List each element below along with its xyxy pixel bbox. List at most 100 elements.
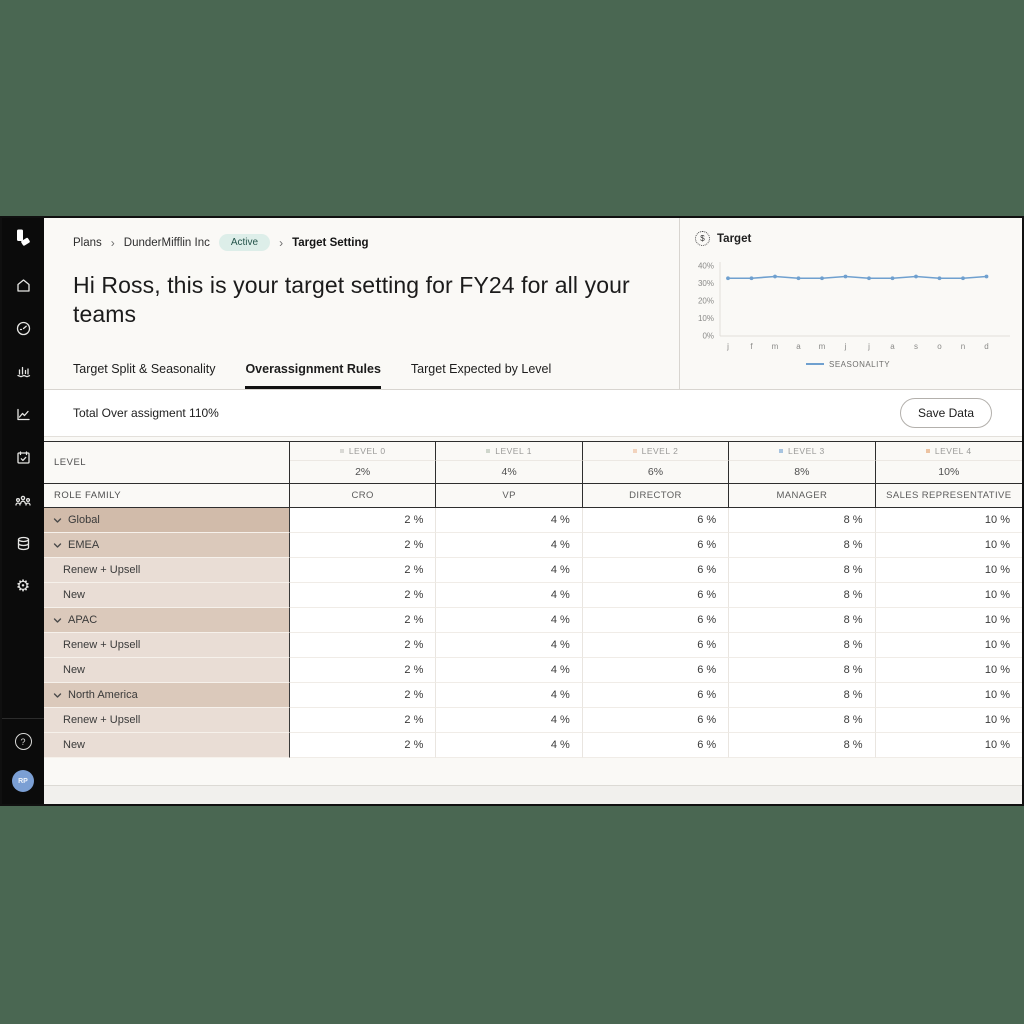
value-cell[interactable]: 6 %: [582, 558, 730, 583]
chevron-down-icon[interactable]: [53, 616, 62, 625]
value-cell[interactable]: 2 %: [290, 708, 437, 733]
value-cell[interactable]: 8 %: [729, 533, 876, 558]
level-header-cell: LEVEL: [44, 442, 290, 484]
value-cell[interactable]: 2 %: [290, 658, 437, 683]
value-cell[interactable]: 2 %: [290, 608, 437, 633]
row-label-cell[interactable]: Global: [44, 508, 290, 533]
database-icon[interactable]: [12, 532, 34, 554]
chevron-down-icon[interactable]: [53, 541, 62, 550]
level-percent-header: 2%: [290, 461, 437, 484]
row-label-cell[interactable]: New: [44, 733, 290, 758]
value-cell[interactable]: 2 %: [290, 633, 437, 658]
gauge-icon[interactable]: [12, 317, 34, 339]
team-icon[interactable]: [12, 489, 34, 511]
value-cell[interactable]: 10 %: [875, 708, 1022, 733]
value-cell[interactable]: 8 %: [729, 558, 876, 583]
value-cell[interactable]: 4 %: [436, 508, 583, 533]
value-cell[interactable]: 8 %: [729, 608, 876, 633]
page-title: Hi Ross, this is your target setting for…: [73, 272, 630, 328]
role-family-header-cell: ROLE FAMILY: [44, 484, 290, 508]
row-label-cell[interactable]: New: [44, 658, 290, 683]
row-label-cell[interactable]: EMEA: [44, 533, 290, 558]
line-chart-icon[interactable]: [12, 403, 34, 425]
value-cell[interactable]: 2 %: [290, 683, 437, 708]
value-cell[interactable]: 4 %: [436, 733, 583, 758]
value-cell[interactable]: 6 %: [582, 583, 730, 608]
value-cell[interactable]: 10 %: [875, 658, 1022, 683]
breadcrumb-plan-name[interactable]: DunderMifflin Inc: [123, 236, 210, 249]
value-cell[interactable]: 6 %: [582, 633, 730, 658]
breadcrumb-current: Target Setting: [292, 236, 369, 249]
value-cell[interactable]: 10 %: [875, 633, 1022, 658]
value-cell[interactable]: 6 %: [582, 683, 730, 708]
value-cell[interactable]: 8 %: [729, 658, 876, 683]
row-label-cell[interactable]: Renew + Upsell: [44, 558, 290, 583]
value-cell[interactable]: 4 %: [436, 658, 583, 683]
page-header: Plans DunderMifflin Inc Active Target Se…: [44, 218, 1022, 390]
value-cell[interactable]: 6 %: [582, 708, 730, 733]
tab-target-expected-by-level[interactable]: Target Expected by Level: [410, 362, 552, 376]
role-column-header: CRO: [290, 484, 437, 508]
value-cell[interactable]: 4 %: [436, 583, 583, 608]
svg-text:SEASONALITY: SEASONALITY: [829, 360, 890, 369]
sidebar-divider: [2, 718, 44, 719]
value-cell[interactable]: 10 %: [875, 508, 1022, 533]
value-cell[interactable]: 8 %: [729, 508, 876, 533]
value-cell[interactable]: 2 %: [290, 733, 437, 758]
value-cell[interactable]: 6 %: [582, 608, 730, 633]
value-cell[interactable]: 8 %: [729, 633, 876, 658]
value-cell[interactable]: 8 %: [729, 683, 876, 708]
home-icon[interactable]: [12, 274, 34, 296]
tab-target-split-seasonality[interactable]: Target Split & Seasonality: [73, 362, 216, 376]
footer-bar: [44, 785, 1022, 804]
save-data-button[interactable]: Save Data: [899, 398, 992, 428]
row-label-cell[interactable]: Renew + Upsell: [44, 633, 290, 658]
help-icon[interactable]: [14, 733, 32, 750]
row-label-cell[interactable]: Renew + Upsell: [44, 708, 290, 733]
row-label-cell[interactable]: APAC: [44, 608, 290, 633]
tab-overassignment-rules[interactable]: Overassignment Rules: [245, 362, 381, 389]
value-cell[interactable]: 8 %: [729, 583, 876, 608]
svg-text:n: n: [961, 342, 965, 351]
value-cell[interactable]: 8 %: [729, 733, 876, 758]
value-cell[interactable]: 6 %: [582, 508, 730, 533]
chevron-down-icon[interactable]: [53, 691, 62, 700]
level-column-header: LEVEL 1: [436, 442, 583, 461]
row-label-cell[interactable]: North America: [44, 683, 290, 708]
level-column-header: LEVEL 4: [875, 442, 1022, 461]
calendar-check-icon[interactable]: [12, 446, 34, 468]
row-label-cell[interactable]: New: [44, 583, 290, 608]
total-overassignment-label: Total Over assigment 110%: [73, 406, 219, 420]
breadcrumb-plans[interactable]: Plans: [73, 236, 102, 249]
seasonality-chart-panel: 0% 10% 20% 30% 40% j f m a m j j a s o n d SEASONALITY Ta…: [679, 218, 1022, 389]
value-cell[interactable]: 8 %: [729, 708, 876, 733]
gear-icon[interactable]: [12, 575, 34, 597]
value-cell[interactable]: 2 %: [290, 583, 437, 608]
level-percent-header: 4%: [436, 461, 583, 484]
value-cell[interactable]: 10 %: [875, 558, 1022, 583]
svg-text:o: o: [937, 342, 942, 351]
value-cell[interactable]: 2 %: [290, 558, 437, 583]
avatar[interactable]: RP: [12, 770, 34, 792]
value-cell[interactable]: 10 %: [875, 733, 1022, 758]
value-cell[interactable]: 4 %: [436, 608, 583, 633]
level-color-dot: [925, 449, 930, 453]
value-cell[interactable]: 6 %: [582, 533, 730, 558]
value-cell[interactable]: 10 %: [875, 533, 1022, 558]
value-cell[interactable]: 6 %: [582, 733, 730, 758]
value-cell[interactable]: 10 %: [875, 608, 1022, 633]
value-cell[interactable]: 10 %: [875, 683, 1022, 708]
chevron-down-icon[interactable]: [53, 516, 62, 525]
value-cell[interactable]: 6 %: [582, 658, 730, 683]
chevron-right-icon: [111, 236, 115, 250]
value-cell[interactable]: 4 %: [436, 683, 583, 708]
level-color-dot: [486, 449, 491, 453]
value-cell[interactable]: 2 %: [290, 533, 437, 558]
value-cell[interactable]: 2 %: [290, 508, 437, 533]
value-cell[interactable]: 4 %: [436, 633, 583, 658]
value-cell[interactable]: 4 %: [436, 533, 583, 558]
value-cell[interactable]: 4 %: [436, 558, 583, 583]
value-cell[interactable]: 4 %: [436, 708, 583, 733]
waterfall-chart-icon[interactable]: [12, 360, 34, 382]
value-cell[interactable]: 10 %: [875, 583, 1022, 608]
